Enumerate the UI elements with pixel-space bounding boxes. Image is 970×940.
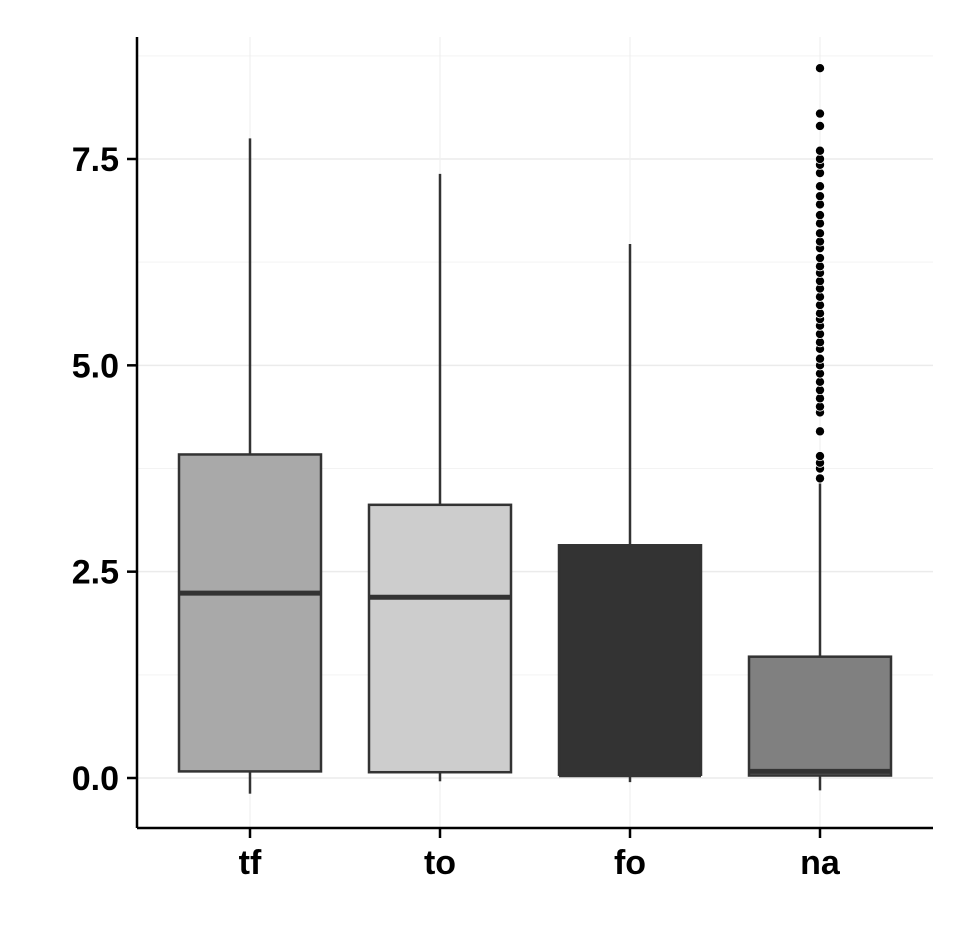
- outlier-point: [815, 168, 826, 179]
- outlier-point: [815, 153, 826, 164]
- box-group-to: [367, 173, 513, 782]
- outlier-point: [815, 108, 826, 119]
- x-tick-label-tf: tf: [239, 844, 262, 882]
- y-tick-label: 7.5: [72, 141, 119, 179]
- y-tick-label: 5.0: [72, 347, 119, 385]
- outlier-point: [815, 385, 826, 396]
- x-axis-ticks: tf to fo na: [239, 828, 841, 882]
- outlier-point: [815, 218, 826, 229]
- x-tick-label-fo: fo: [614, 844, 646, 882]
- outlier-point: [815, 300, 826, 311]
- outlier-point: [815, 191, 826, 202]
- outlier-point: [815, 328, 826, 339]
- outlier-point: [815, 228, 826, 239]
- outlier-point: [815, 181, 826, 192]
- outlier-point: [815, 451, 826, 462]
- box-group-fo: [557, 244, 703, 783]
- outlier-point: [815, 426, 826, 437]
- outlier-point: [815, 376, 826, 387]
- y-tick-label: 2.5: [72, 554, 119, 592]
- outlier-point: [815, 120, 826, 131]
- x-tick-label-to: to: [424, 844, 456, 882]
- box-to: [367, 503, 513, 774]
- y-tick-label: 0.0: [72, 760, 119, 798]
- box-na: [747, 655, 893, 777]
- outlier-point: [815, 210, 826, 221]
- outlier-point: [815, 63, 826, 74]
- outlier-point: [815, 308, 826, 319]
- outlier-point: [815, 236, 826, 247]
- box-group-tf: [177, 138, 323, 794]
- x-tick-label-na: na: [800, 844, 841, 882]
- outlier-point: [815, 353, 826, 364]
- outlier-point: [815, 253, 826, 264]
- box-group-na: [747, 63, 893, 791]
- outlier-point: [815, 473, 826, 484]
- outlier-point: [815, 368, 826, 379]
- outlier-point: [815, 261, 826, 272]
- outlier-point: [815, 291, 826, 302]
- axes: [135, 37, 933, 830]
- box-plots: [177, 63, 893, 794]
- outlier-point: [815, 199, 826, 210]
- outlier-point: [815, 276, 826, 287]
- y-axis-ticks: 0.0 2.5 5.0 7.5: [72, 141, 137, 798]
- outlier-point: [815, 401, 826, 412]
- outlier-point: [815, 145, 826, 156]
- box-tf: [177, 453, 323, 773]
- outlier-point: [815, 393, 826, 404]
- outlier-point: [815, 337, 826, 348]
- box-fo: [557, 544, 703, 776]
